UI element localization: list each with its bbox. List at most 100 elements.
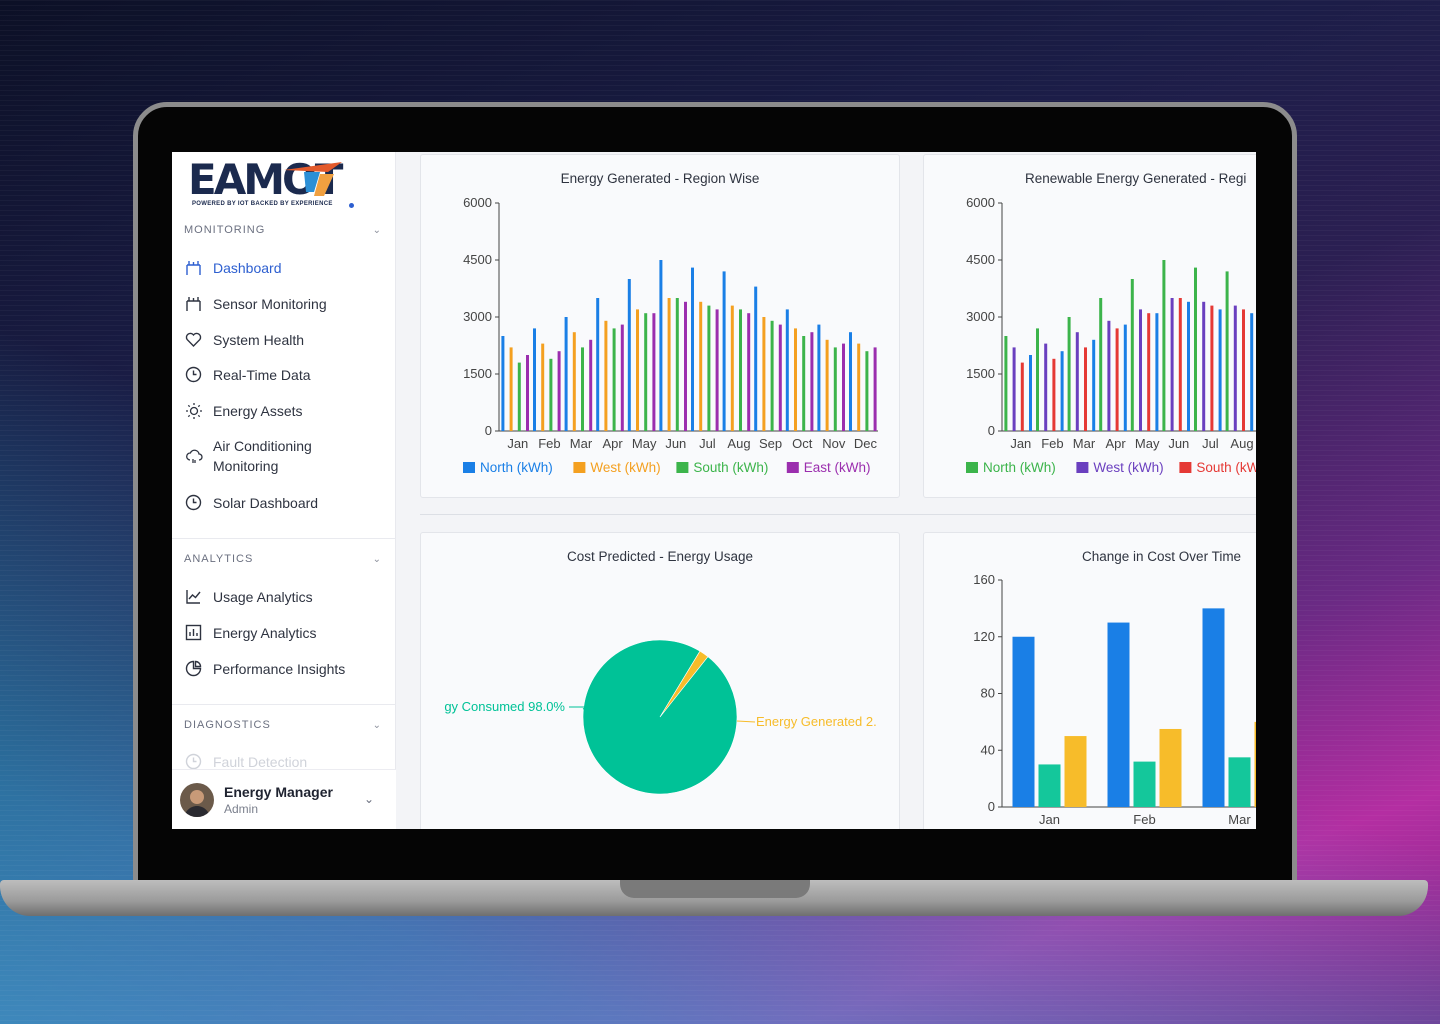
bar xyxy=(730,305,734,431)
bar xyxy=(707,305,711,431)
section-diagnostics[interactable]: DIAGNOSTICS ⌄ xyxy=(184,715,382,735)
chevron-down-icon: ⌄ xyxy=(372,224,382,236)
sidebar-item-dashboard[interactable]: Dashboard xyxy=(184,258,384,277)
sidebar-item-air-conditioning[interactable]: Air Conditioning Monitoring xyxy=(184,436,384,476)
x-tick-label: Jan xyxy=(1039,812,1060,827)
y-tick-label: 0 xyxy=(988,423,995,438)
pie-leader-line xyxy=(569,706,588,710)
legend-swatch xyxy=(463,462,475,473)
sidebar-item-system-health[interactable]: System Health xyxy=(184,330,384,349)
bar xyxy=(747,313,751,431)
sidebar-item-fault-detection[interactable]: Fault Detection xyxy=(184,752,384,771)
logo-roof-icon xyxy=(284,162,342,196)
user-profile[interactable]: Energy Manager Admin ⌄ xyxy=(172,769,396,829)
bar xyxy=(1194,267,1197,431)
logo[interactable]: EAMOT POWERED BY IOT BACKED BY EXPERIENC… xyxy=(188,158,358,210)
bar xyxy=(825,339,829,431)
bar xyxy=(1202,608,1225,807)
x-tick-label: Aug xyxy=(1230,436,1253,451)
y-tick-label: 3000 xyxy=(463,309,492,324)
bar xyxy=(1139,309,1142,431)
chevron-down-icon[interactable]: ⌄ xyxy=(364,792,375,806)
y-tick-label: 160 xyxy=(973,572,995,587)
sidebar-item-performance-insights[interactable]: Performance Insights xyxy=(184,659,384,678)
bar xyxy=(1210,305,1214,431)
bar xyxy=(652,313,656,431)
dashboard-icon xyxy=(184,258,203,277)
bar xyxy=(1004,336,1008,431)
bar xyxy=(589,339,593,431)
heart-icon xyxy=(184,330,203,349)
sidebar-item-label: Solar Dashboard xyxy=(213,494,319,511)
divider xyxy=(172,538,396,539)
user-role: Admin xyxy=(224,801,259,816)
bar xyxy=(785,309,789,431)
y-tick-label: 6000 xyxy=(966,195,995,210)
bar xyxy=(517,362,521,431)
sidebar-item-energy-assets[interactable]: Energy Assets xyxy=(184,401,384,420)
bar xyxy=(722,271,726,431)
bar xyxy=(644,313,648,431)
sidebar-item-energy-analytics[interactable]: Energy Analytics xyxy=(184,623,384,642)
bar xyxy=(1052,358,1056,431)
bar xyxy=(1044,343,1048,431)
sidebar-item-sensor-monitoring[interactable]: Sensor Monitoring xyxy=(184,294,384,313)
bar-chart-icon xyxy=(184,623,203,642)
legend-label: South (kWh xyxy=(1196,460,1256,475)
bar xyxy=(778,324,782,431)
bar xyxy=(873,347,877,431)
energy-generated-chart: 0 1500 3000 4500 6000 Jan Feb Mar Apr May Jun Jul Au… xyxy=(463,195,878,475)
bar xyxy=(1029,355,1032,431)
sidebar-item-real-time-data[interactable]: Real-Time Data xyxy=(184,365,384,384)
legend-swatch xyxy=(676,462,689,473)
divider xyxy=(420,514,1256,515)
x-tick-label: Mar xyxy=(1228,812,1251,827)
y-tick-label: 0 xyxy=(988,799,995,814)
bar xyxy=(675,298,679,431)
y-tick-label: 40 xyxy=(981,742,995,757)
sidebar-item-usage-analytics[interactable]: Usage Analytics xyxy=(184,587,384,606)
chart-title: Renewable Energy Generated - Regi xyxy=(1025,171,1247,186)
bar xyxy=(849,332,852,431)
bar xyxy=(865,351,869,431)
bar xyxy=(557,351,561,431)
bar xyxy=(1159,728,1182,807)
clock-icon xyxy=(184,752,203,771)
pie-leader-line xyxy=(736,720,756,723)
pie-label: gy Consumed 98.0% xyxy=(444,699,565,714)
x-tick-label: Oct xyxy=(792,436,813,451)
section-analytics[interactable]: ANALYTICS ⌄ xyxy=(184,549,382,569)
chart-title: Energy Generated - Region Wise xyxy=(560,171,760,186)
y-tick-label: 1500 xyxy=(966,366,995,381)
x-tick-label: Apr xyxy=(602,436,623,451)
x-tick-label: Feb xyxy=(1041,436,1063,451)
legend-swatch xyxy=(1076,462,1089,473)
x-tick-label: Aug xyxy=(727,436,750,451)
bar xyxy=(833,347,837,431)
bar xyxy=(541,343,545,431)
bar xyxy=(1012,636,1035,807)
x-tick-label: Mar xyxy=(570,436,593,451)
chart-title: Change in Cost Over Time xyxy=(1082,549,1242,564)
bar xyxy=(526,355,529,431)
legend-swatch xyxy=(1179,462,1192,473)
legend-label: West (kWh) xyxy=(1093,460,1163,475)
pie-chart-icon xyxy=(184,659,203,678)
section-monitoring[interactable]: MONITORING ⌄ xyxy=(184,220,382,240)
sidebar-item-label: Fault Detection xyxy=(213,753,308,770)
x-tick-label: Nov xyxy=(822,436,846,451)
chart-title: Cost Predicted - Energy Usage xyxy=(566,549,754,564)
bar xyxy=(1084,347,1087,431)
legend-label: North (kWh) xyxy=(480,460,553,475)
bar xyxy=(715,309,719,431)
bar xyxy=(1187,301,1190,431)
bar xyxy=(564,317,568,431)
bar xyxy=(684,301,687,431)
bar xyxy=(1107,320,1111,431)
bar xyxy=(762,317,766,431)
x-tick-label: May xyxy=(1135,436,1160,451)
sidebar-item-solar-dashboard[interactable]: Solar Dashboard xyxy=(184,493,384,512)
x-tick-label: Feb xyxy=(1133,812,1155,827)
renewable-energy-chart: 0 1500 3000 4500 6000 Jan Feb Mar Apr May Jun Jul Au… xyxy=(966,195,1256,475)
bar xyxy=(1038,764,1061,807)
